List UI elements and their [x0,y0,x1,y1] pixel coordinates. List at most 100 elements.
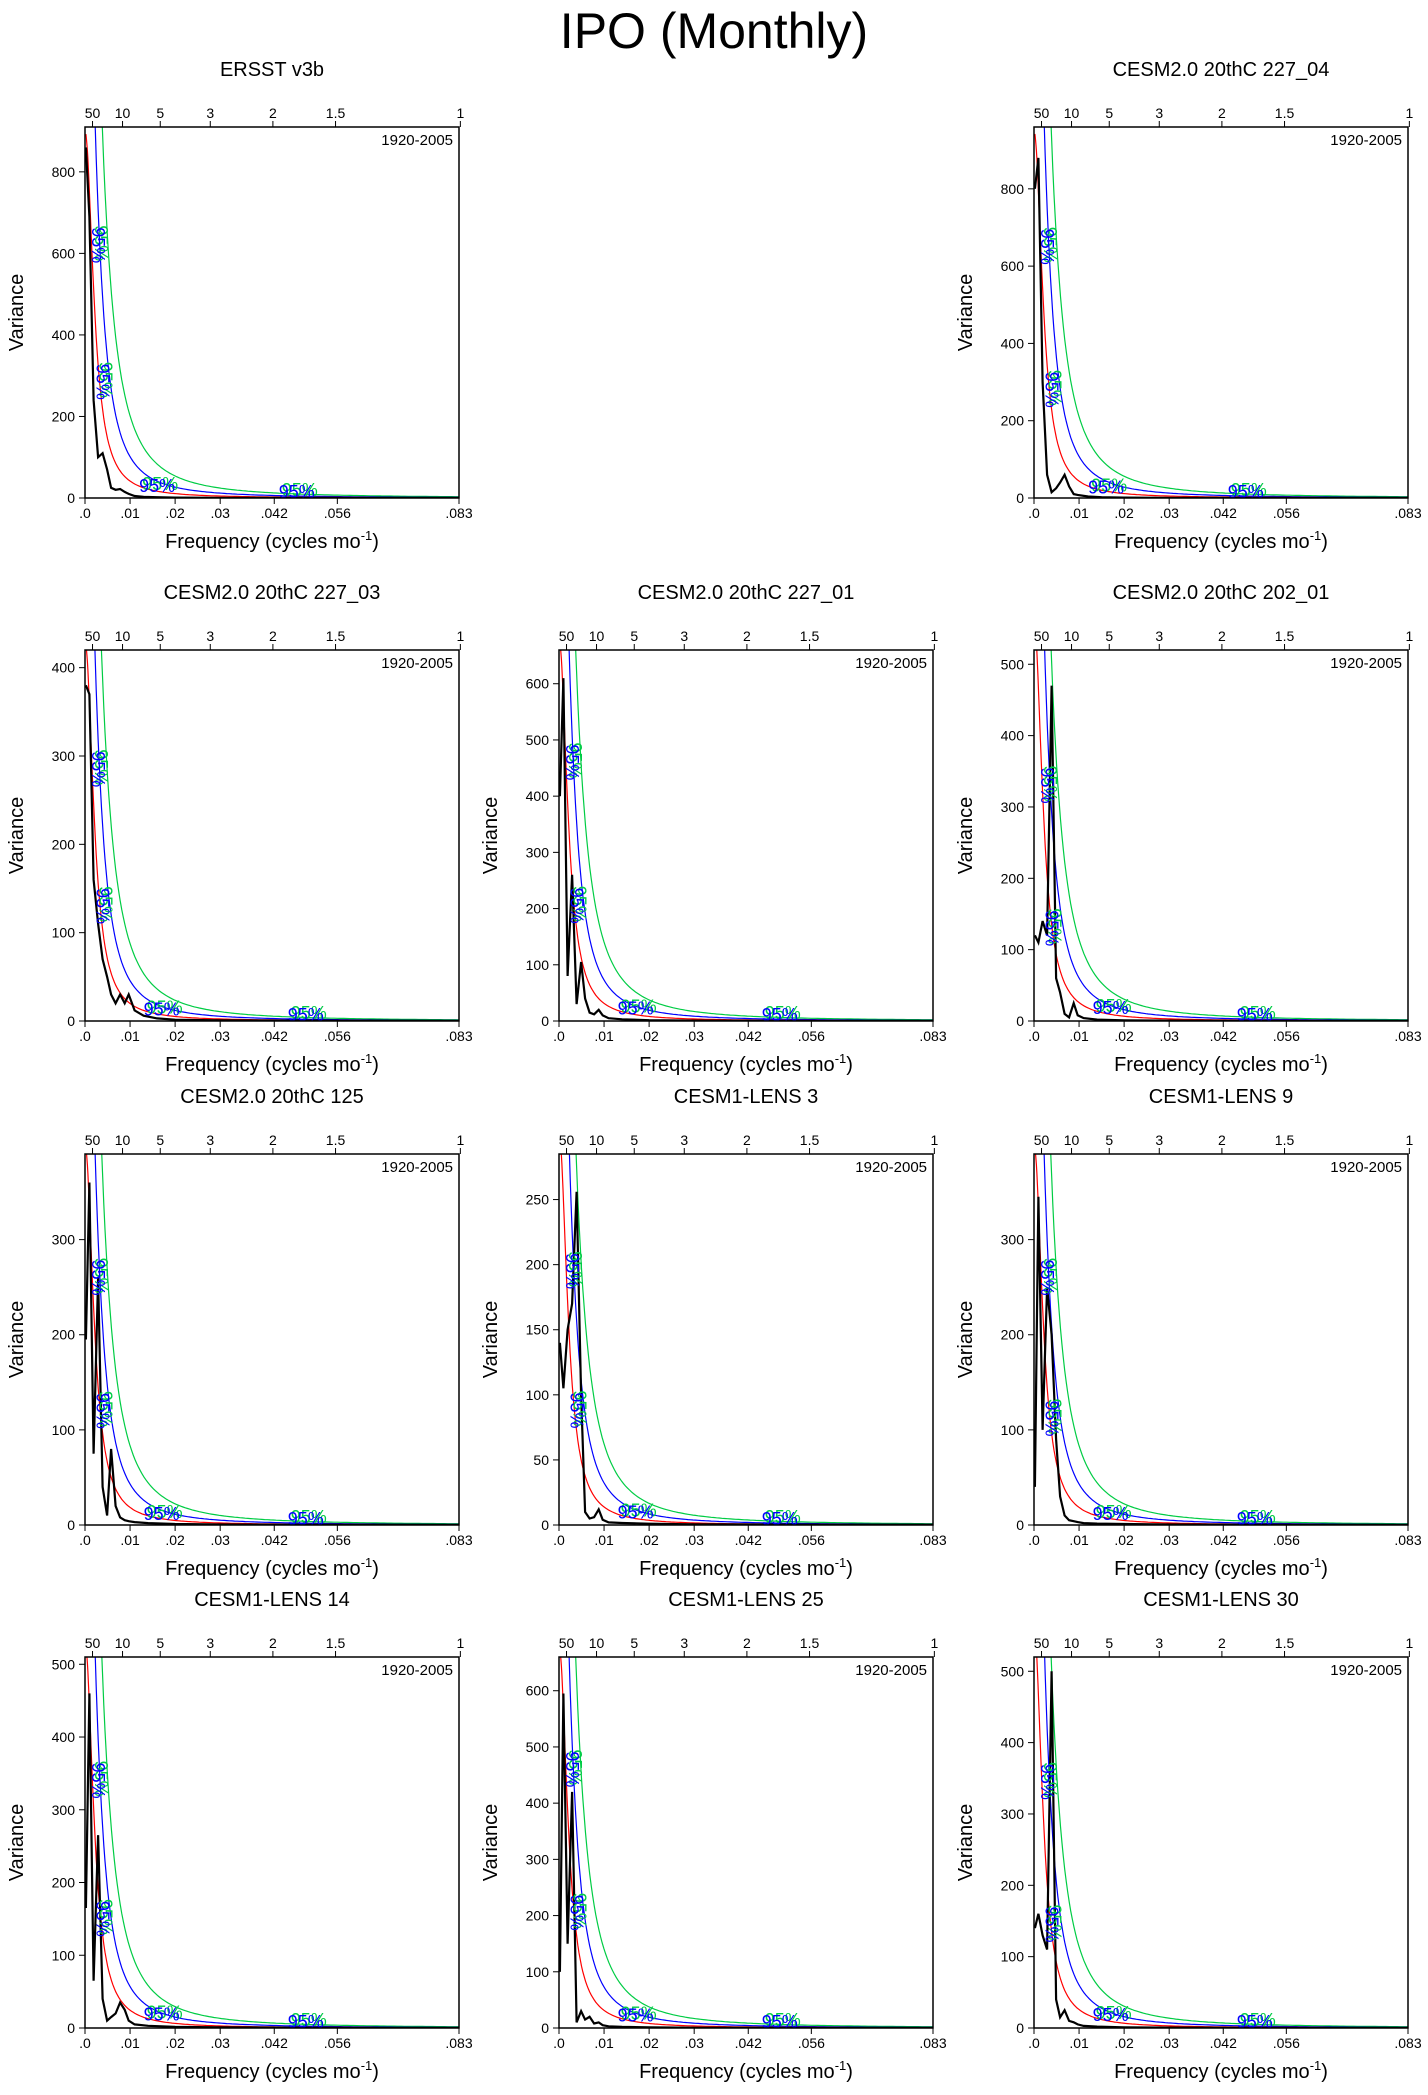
sig95-label: 95% [1037,1764,1057,1800]
top-tick-label: 10 [1064,105,1080,121]
sig99-label: 95% [1240,1003,1276,1023]
sig99-curve [575,1154,933,1525]
y-tick-label: 100 [526,957,550,973]
x-tick-label: .083 [1394,2035,1421,2051]
top-tick-label: 50 [559,1132,575,1148]
y-tick-label: 100 [52,1947,76,1963]
sig99-label: 95% [291,2010,327,2030]
sig99-label: 95% [621,996,657,1016]
top-tick-label: 1.5 [800,1132,820,1148]
sig99-label: 95% [1096,2003,1132,2023]
top-tick-label: 50 [559,628,575,644]
y-tick-label: 400 [1001,1735,1025,1751]
sig95-label: 95% [566,1392,586,1428]
x-tick-label: .083 [445,1028,472,1044]
x-tick-label: .02 [165,2035,185,2051]
x-tick-label: .03 [1159,1532,1179,1548]
spectrum-line [1034,157,1408,498]
sig99-curve [101,1657,459,2028]
top-tick-label: 5 [156,628,164,644]
y-axis-label: Variance [480,797,502,874]
x-tick-label: .083 [445,505,472,521]
top-tick-label: 5 [156,105,164,121]
y-axis-label: Variance [955,1804,977,1881]
x-tick-label: .042 [261,1532,288,1548]
top-tick-label: 3 [206,1635,214,1651]
y-tick-label: 200 [52,1327,76,1343]
x-tick-label: .083 [919,1028,946,1044]
sig95-label: 95% [144,1504,180,1524]
y-tick-label: 200 [52,408,76,424]
sig99-label: 95% [569,1893,589,1929]
plot-frame [1033,1153,1409,1526]
sig99-label: 95% [621,2003,657,2023]
y-axis-label: Variance [6,1301,28,1378]
spectrum-line [1034,1196,1408,1525]
x-axis-label: Frequency (cycles mo-1) [165,2058,379,2083]
x-tick-label: .0 [79,2035,91,2051]
top-tick-label: 3 [1155,1132,1163,1148]
x-tick-label: .01 [1069,1028,1089,1044]
x-tick-label: .042 [1210,505,1237,521]
sig95-label: 95% [92,1393,112,1429]
x-tick-label: .056 [1273,1028,1300,1044]
top-tick-label: 50 [1034,628,1050,644]
x-tick-label: .02 [639,1028,659,1044]
sig99-curve [1050,1657,1408,2028]
y-tick-label: 150 [526,1322,550,1338]
top-tick-label: 1.5 [326,1635,346,1651]
panel-title: CESM2.0 20thC 227_01 [638,582,855,604]
sig99-label: 95% [282,480,318,500]
y-tick-label: 400 [526,1795,550,1811]
sig99-label: 95% [91,1761,111,1797]
panel-title: CESM1-LENS 9 [1149,1086,1294,1108]
y-tick-label: 300 [1001,799,1025,815]
y-tick-label: 0 [1016,490,1024,506]
top-tick-label: 5 [1105,1132,1113,1148]
sig95-label: 95% [1237,1509,1273,1529]
y-tick-label: 300 [1001,1232,1025,1248]
top-tick-label: 2 [1218,1132,1226,1148]
top-tick-label: 50 [1034,1635,1050,1651]
top-tick-label: 1.5 [800,628,820,644]
x-tick-label: .042 [1210,2035,1237,2051]
x-tick-label: .03 [1159,2035,1179,2051]
sig99-label: 95% [95,1899,115,1935]
x-tick-label: .0 [79,1028,91,1044]
top-tick-label: 3 [206,628,214,644]
panel-4: CESM2.0 20thC 227_01 50 10 5 3 2 1.5 1 .0 .01 .02.… [480,582,947,1076]
plot-frame [558,649,934,1022]
plot-frame [558,1153,934,1526]
top-tick-label: 1.5 [1275,105,1295,121]
y-tick-label: 100 [526,1964,550,1980]
x-tick-label: .083 [445,2035,472,2051]
sig99-label: 95% [1040,1762,1060,1798]
top-tick-label: 10 [115,1132,131,1148]
x-tick-label: .03 [210,505,230,521]
y-tick-label: 100 [1001,1422,1025,1438]
panel-2: CESM2.0 20thC 227_04 50 10 5 3 2 1.5 1 .0 .01 .02.… [955,59,1422,553]
top-tick-label: 1 [1405,628,1413,644]
top-tick-label: 3 [680,1132,688,1148]
sig95-label: 95% [139,476,175,496]
sig99-label: 95% [95,1391,115,1427]
top-tick-label: 1 [456,1635,464,1651]
sig95-curve [1043,1154,1408,1525]
sig99-label: 95% [91,749,111,785]
y-tick-label: 100 [526,1387,550,1403]
sig95-label: 95% [1088,477,1124,497]
y-tick-label: 600 [1001,258,1025,274]
sig99-label: 95% [1044,908,1064,944]
top-tick-label: 3 [1155,105,1163,121]
plot-frame [84,126,460,499]
sig95-label: 95% [288,1509,324,1529]
sig99-label: 95% [95,362,115,398]
x-tick-label: .03 [684,1028,704,1044]
sig95-label: 95% [92,888,112,924]
panel-8: CESM1-LENS 9 50 10 5 3 2 1.5 1 .0 .01 .02 .03 .042 .0… [955,1086,1422,1580]
top-tick-label: 10 [1064,1132,1080,1148]
x-axis-label: Frequency (cycles mo-1) [165,1051,379,1076]
sig95-label: 95% [562,1751,582,1787]
x-tick-label: .0 [553,2035,565,2051]
sig95-label: 95% [1237,1005,1273,1025]
